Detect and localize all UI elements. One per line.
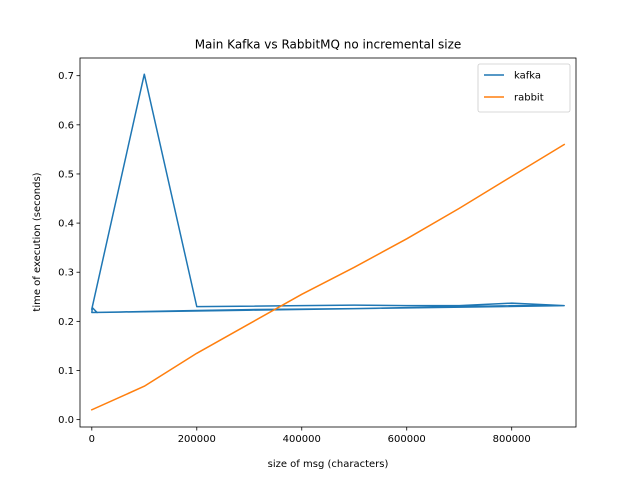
series-line-rabbit (90, 143, 566, 411)
legend-label-kafka: kafka (514, 71, 541, 82)
x-axis-label: size of msg (characters) (268, 459, 389, 470)
y-axis-label: time of execution (seconds) (32, 172, 43, 311)
series-line-kafka (90, 73, 565, 314)
axes-frame (79, 57, 577, 428)
y-tick-label: 0.4 (58, 219, 74, 230)
y-tick-label: 0.0 (58, 415, 74, 426)
x-tick-label: 200000 (178, 434, 216, 445)
y-tick-label: 0.3 (58, 268, 74, 279)
legend: kafka rabbit (477, 63, 571, 113)
legend-box (477, 63, 571, 113)
x-tick-label: 0 (89, 434, 95, 445)
y-tick-label: 0.7 (58, 71, 74, 82)
y-tick-label: 0.5 (58, 169, 74, 180)
y-tick-label: 0.2 (58, 317, 74, 328)
x-tick-label: 400000 (283, 434, 321, 445)
y-tick-label: 0.1 (58, 366, 74, 377)
chart-title: Main Kafka vs RabbitMQ no incremental si… (195, 38, 462, 52)
x-tick-label: 600000 (388, 434, 426, 445)
legend-label-rabbit: rabbit (514, 93, 544, 104)
y-tick-label: 0.6 (58, 120, 74, 131)
plot-area: 0 200000 400000 600000 800000 0.0 0.1 0.2 0.3 0.4… (58, 57, 577, 445)
x-tick-label: 800000 (493, 434, 531, 445)
